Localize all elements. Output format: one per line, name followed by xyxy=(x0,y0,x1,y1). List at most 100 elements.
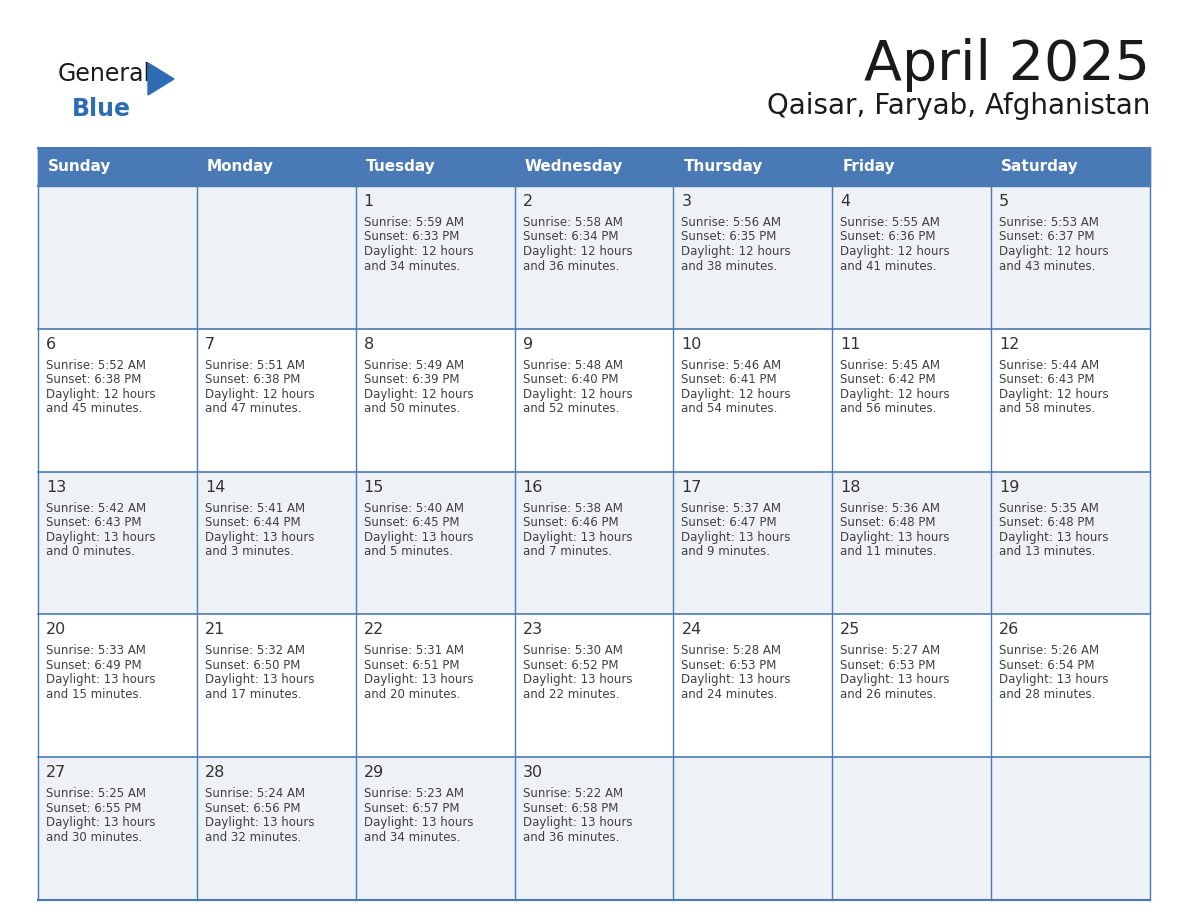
Text: Daylight: 13 hours: Daylight: 13 hours xyxy=(523,674,632,687)
Text: 13: 13 xyxy=(46,479,67,495)
Text: and 17 minutes.: and 17 minutes. xyxy=(204,688,302,701)
Text: Daylight: 12 hours: Daylight: 12 hours xyxy=(999,387,1108,401)
Text: Sunrise: 5:46 AM: Sunrise: 5:46 AM xyxy=(682,359,782,372)
Text: Daylight: 12 hours: Daylight: 12 hours xyxy=(364,245,473,258)
Text: and 34 minutes.: and 34 minutes. xyxy=(364,260,460,273)
Text: Sunset: 6:48 PM: Sunset: 6:48 PM xyxy=(840,516,936,529)
Text: and 36 minutes.: and 36 minutes. xyxy=(523,831,619,844)
Text: and 13 minutes.: and 13 minutes. xyxy=(999,545,1095,558)
Text: and 56 minutes.: and 56 minutes. xyxy=(840,402,936,415)
Text: Daylight: 13 hours: Daylight: 13 hours xyxy=(364,674,473,687)
Text: Sunset: 6:58 PM: Sunset: 6:58 PM xyxy=(523,801,618,814)
Bar xyxy=(38,472,1150,614)
Text: 26: 26 xyxy=(999,622,1019,637)
Text: Sunrise: 5:23 AM: Sunrise: 5:23 AM xyxy=(364,788,463,800)
Bar xyxy=(38,148,1150,186)
Text: Sunrise: 5:33 AM: Sunrise: 5:33 AM xyxy=(46,644,146,657)
Text: Sunset: 6:36 PM: Sunset: 6:36 PM xyxy=(840,230,936,243)
Text: and 32 minutes.: and 32 minutes. xyxy=(204,831,302,844)
Text: Sunrise: 5:40 AM: Sunrise: 5:40 AM xyxy=(364,501,463,515)
Text: Monday: Monday xyxy=(207,160,274,174)
Bar xyxy=(38,329,1150,472)
Text: and 58 minutes.: and 58 minutes. xyxy=(999,402,1095,415)
Text: Daylight: 13 hours: Daylight: 13 hours xyxy=(46,816,156,829)
Text: 9: 9 xyxy=(523,337,532,352)
Text: Daylight: 13 hours: Daylight: 13 hours xyxy=(364,531,473,543)
Text: Saturday: Saturday xyxy=(1001,160,1079,174)
Text: Sunset: 6:33 PM: Sunset: 6:33 PM xyxy=(364,230,459,243)
Text: Daylight: 13 hours: Daylight: 13 hours xyxy=(682,531,791,543)
Text: and 20 minutes.: and 20 minutes. xyxy=(364,688,460,701)
Text: Sunset: 6:51 PM: Sunset: 6:51 PM xyxy=(364,659,460,672)
Text: 3: 3 xyxy=(682,194,691,209)
Text: and 3 minutes.: and 3 minutes. xyxy=(204,545,293,558)
Text: Daylight: 12 hours: Daylight: 12 hours xyxy=(682,387,791,401)
Text: Wednesday: Wednesday xyxy=(525,160,623,174)
Text: Daylight: 12 hours: Daylight: 12 hours xyxy=(523,387,632,401)
Text: 4: 4 xyxy=(840,194,851,209)
Text: Sunset: 6:49 PM: Sunset: 6:49 PM xyxy=(46,659,141,672)
Text: and 0 minutes.: and 0 minutes. xyxy=(46,545,135,558)
Text: Daylight: 13 hours: Daylight: 13 hours xyxy=(204,816,315,829)
Text: 12: 12 xyxy=(999,337,1019,352)
Text: 5: 5 xyxy=(999,194,1010,209)
Text: Sunset: 6:34 PM: Sunset: 6:34 PM xyxy=(523,230,618,243)
Text: 27: 27 xyxy=(46,766,67,780)
Text: Friday: Friday xyxy=(842,160,895,174)
Text: Sunrise: 5:44 AM: Sunrise: 5:44 AM xyxy=(999,359,1099,372)
Text: and 45 minutes.: and 45 minutes. xyxy=(46,402,143,415)
Text: Thursday: Thursday xyxy=(683,160,763,174)
Text: 23: 23 xyxy=(523,622,543,637)
Text: Sunrise: 5:59 AM: Sunrise: 5:59 AM xyxy=(364,216,463,229)
Text: Sunrise: 5:45 AM: Sunrise: 5:45 AM xyxy=(840,359,940,372)
Text: Sunrise: 5:35 AM: Sunrise: 5:35 AM xyxy=(999,501,1099,515)
Text: Sunrise: 5:56 AM: Sunrise: 5:56 AM xyxy=(682,216,782,229)
Polygon shape xyxy=(148,63,173,95)
Text: Sunrise: 5:48 AM: Sunrise: 5:48 AM xyxy=(523,359,623,372)
Text: Qaisar, Faryab, Afghanistan: Qaisar, Faryab, Afghanistan xyxy=(766,92,1150,120)
Text: Daylight: 13 hours: Daylight: 13 hours xyxy=(204,531,315,543)
Text: Daylight: 12 hours: Daylight: 12 hours xyxy=(840,387,950,401)
Text: 8: 8 xyxy=(364,337,374,352)
Text: 21: 21 xyxy=(204,622,226,637)
Text: Sunday: Sunday xyxy=(48,160,112,174)
Bar xyxy=(38,757,1150,900)
Text: Daylight: 13 hours: Daylight: 13 hours xyxy=(46,531,156,543)
Text: Sunset: 6:39 PM: Sunset: 6:39 PM xyxy=(364,374,460,386)
Text: Daylight: 12 hours: Daylight: 12 hours xyxy=(840,245,950,258)
Text: Sunrise: 5:53 AM: Sunrise: 5:53 AM xyxy=(999,216,1099,229)
Text: 6: 6 xyxy=(46,337,56,352)
Text: Sunset: 6:52 PM: Sunset: 6:52 PM xyxy=(523,659,618,672)
Text: and 50 minutes.: and 50 minutes. xyxy=(364,402,460,415)
Text: and 28 minutes.: and 28 minutes. xyxy=(999,688,1095,701)
Text: Daylight: 13 hours: Daylight: 13 hours xyxy=(999,531,1108,543)
Text: 17: 17 xyxy=(682,479,702,495)
Text: and 5 minutes.: and 5 minutes. xyxy=(364,545,453,558)
Text: Sunset: 6:46 PM: Sunset: 6:46 PM xyxy=(523,516,618,529)
Text: 22: 22 xyxy=(364,622,384,637)
Text: Sunrise: 5:41 AM: Sunrise: 5:41 AM xyxy=(204,501,305,515)
Text: Sunset: 6:40 PM: Sunset: 6:40 PM xyxy=(523,374,618,386)
Text: 2: 2 xyxy=(523,194,532,209)
Text: Daylight: 13 hours: Daylight: 13 hours xyxy=(523,816,632,829)
Bar xyxy=(38,186,1150,329)
Text: Sunrise: 5:30 AM: Sunrise: 5:30 AM xyxy=(523,644,623,657)
Text: and 9 minutes.: and 9 minutes. xyxy=(682,545,771,558)
Text: 14: 14 xyxy=(204,479,226,495)
Text: Sunset: 6:43 PM: Sunset: 6:43 PM xyxy=(999,374,1094,386)
Text: Sunrise: 5:27 AM: Sunrise: 5:27 AM xyxy=(840,644,941,657)
Text: Blue: Blue xyxy=(72,97,131,121)
Text: Sunset: 6:38 PM: Sunset: 6:38 PM xyxy=(204,374,301,386)
Text: Sunrise: 5:32 AM: Sunrise: 5:32 AM xyxy=(204,644,305,657)
Text: Sunset: 6:44 PM: Sunset: 6:44 PM xyxy=(204,516,301,529)
Text: Sunset: 6:48 PM: Sunset: 6:48 PM xyxy=(999,516,1094,529)
Text: Sunrise: 5:52 AM: Sunrise: 5:52 AM xyxy=(46,359,146,372)
Text: April 2025: April 2025 xyxy=(864,38,1150,92)
Text: 25: 25 xyxy=(840,622,860,637)
Text: Sunrise: 5:55 AM: Sunrise: 5:55 AM xyxy=(840,216,940,229)
Text: 24: 24 xyxy=(682,622,702,637)
Text: Sunset: 6:37 PM: Sunset: 6:37 PM xyxy=(999,230,1094,243)
Text: 15: 15 xyxy=(364,479,384,495)
Text: 1: 1 xyxy=(364,194,374,209)
Text: 30: 30 xyxy=(523,766,543,780)
